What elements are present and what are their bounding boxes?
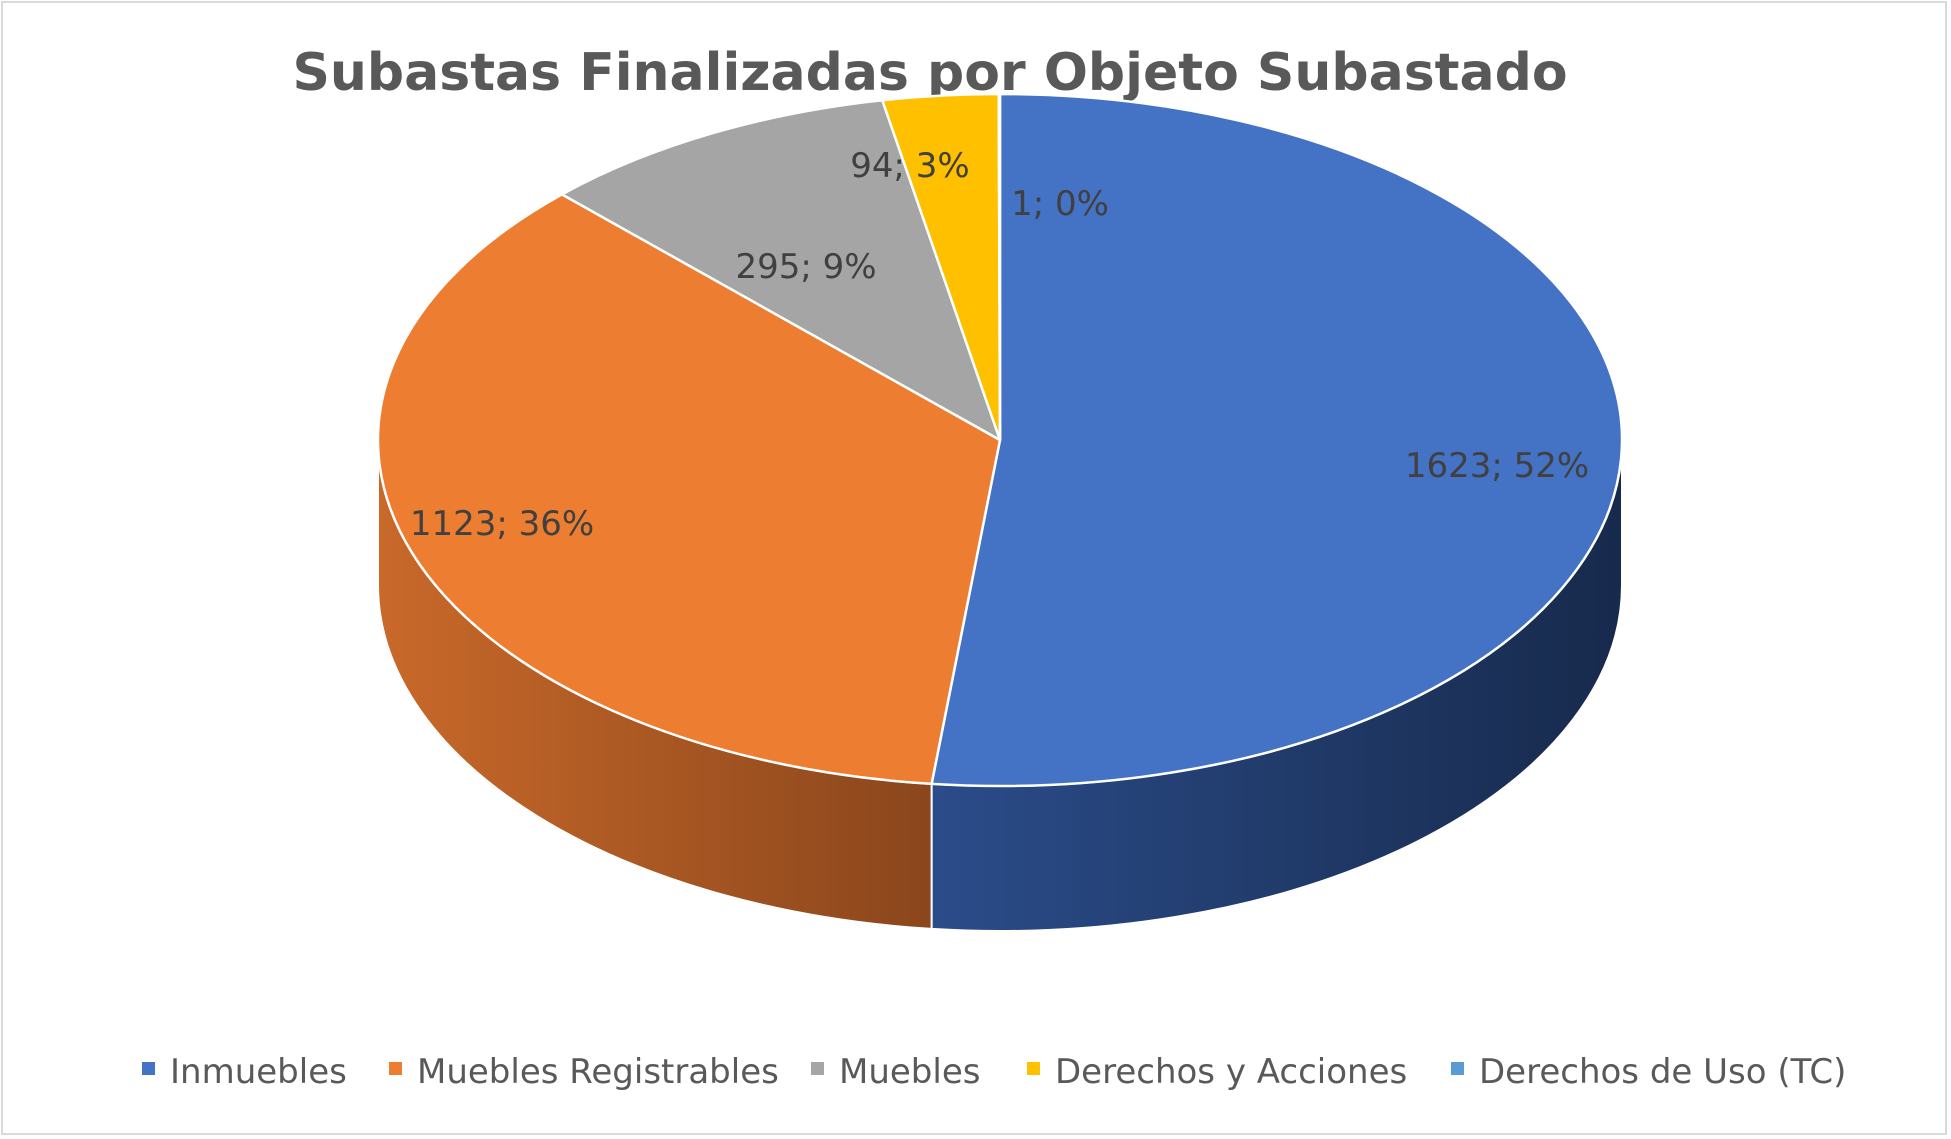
data-label-1: 1123; 36% [410, 504, 594, 544]
legend-swatch-3 [1027, 1062, 1040, 1075]
data-labels: 1623; 52% 1123; 36% 295; 9% 94; 3% 1; 0% [410, 146, 1589, 544]
legend-label-2[interactable]: Muebles [839, 1052, 980, 1092]
legend-swatch-4 [1451, 1062, 1464, 1075]
data-label-2: 295; 9% [735, 247, 876, 287]
pie-slice-1[interactable] [376, 193, 1002, 786]
data-label-3: 94; 3% [850, 146, 969, 186]
data-label-4: 1; 0% [1011, 184, 1109, 224]
legend-label-0[interactable]: Inmuebles [170, 1052, 347, 1092]
data-label-0: 1623; 52% [1405, 446, 1589, 486]
pie-slices [376, 92, 1624, 788]
legend-swatch-0 [142, 1062, 155, 1075]
legend-label-4[interactable]: Derechos de Uso (TC) [1479, 1052, 1846, 1092]
legend: Inmuebles Muebles Registrables Muebles Dere… [142, 1052, 1846, 1092]
chart-title: Subastas Finalizadas por Objeto Subastad… [292, 43, 1567, 103]
legend-swatch-1 [389, 1062, 402, 1075]
pie-slice-2[interactable] [560, 98, 1002, 442]
legend-label-1[interactable]: Muebles Registrables [417, 1052, 779, 1092]
legend-swatch-2 [811, 1062, 824, 1075]
legend-label-3[interactable]: Derechos y Acciones [1055, 1052, 1407, 1092]
pie-slice-4[interactable] [997, 92, 1002, 442]
pie-slice-0[interactable] [930, 92, 1624, 788]
